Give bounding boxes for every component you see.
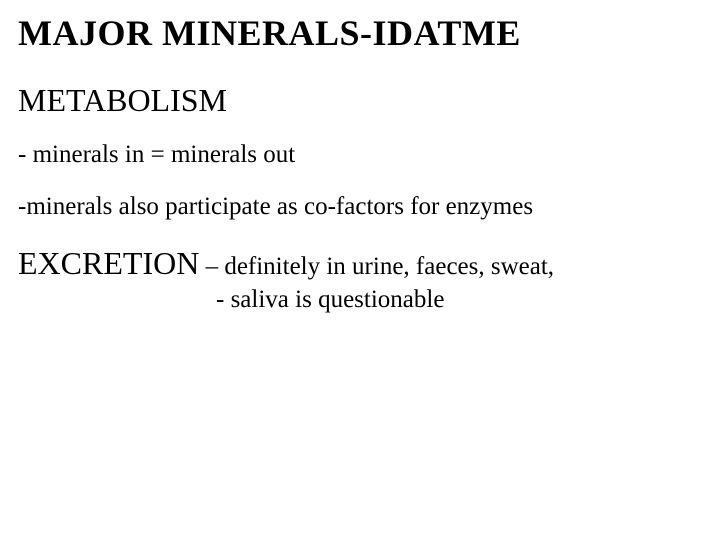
slide-container: MAJOR MINERALS-IDATME METABOLISM - miner… xyxy=(0,0,720,326)
metabolism-line-2: -minerals also participate as co-factors… xyxy=(18,193,702,221)
excretion-heading: EXCRETION xyxy=(18,245,199,281)
excretion-block: EXCRETION – definitely in urine, faeces,… xyxy=(18,245,702,314)
metabolism-heading: METABOLISM xyxy=(18,82,702,119)
excretion-line-1-tail: – definitely in urine, faeces, sweat, xyxy=(199,253,554,280)
slide-title: MAJOR MINERALS-IDATME xyxy=(18,12,702,54)
excretion-line-2: - saliva is questionable xyxy=(18,286,702,314)
excretion-line-1: EXCRETION – definitely in urine, faeces,… xyxy=(18,245,702,282)
metabolism-line-1: - minerals in = minerals out xyxy=(18,141,702,169)
